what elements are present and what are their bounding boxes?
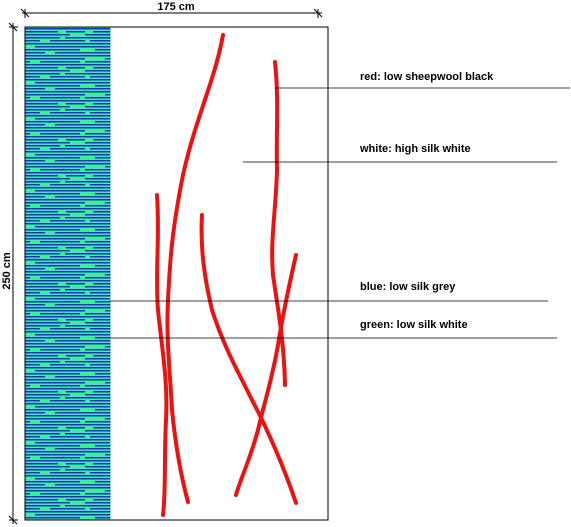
label: white: high silk white [359,143,471,155]
width-label: 175 cm [157,1,195,13]
leader-lines [110,87,570,339]
dimension-lines [8,8,323,525]
label: blue: low silk grey [360,281,456,293]
height-label: 250 cm [1,252,13,290]
label: green: low silk white [360,319,468,331]
striped-border [25,27,111,520]
red-lines [155,33,298,517]
label: red: low sheepwool black [360,71,494,83]
